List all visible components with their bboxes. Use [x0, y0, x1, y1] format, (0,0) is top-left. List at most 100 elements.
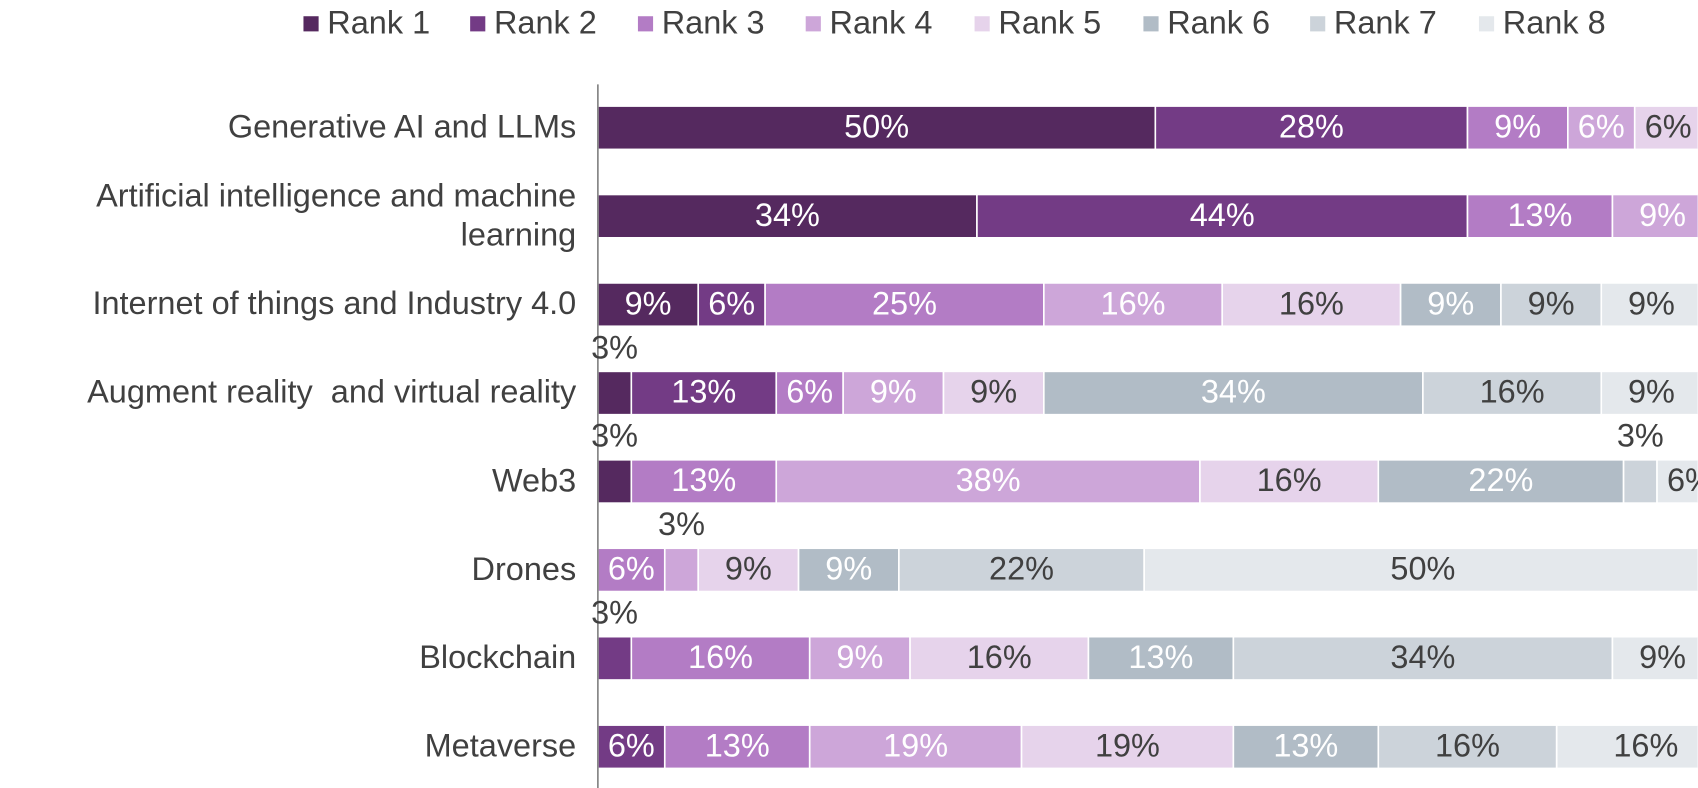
value-label: 3% — [658, 506, 705, 542]
bar-segment — [1600, 370, 1698, 416]
bar-segment — [597, 193, 978, 239]
category-label: Internet of things and Industry 4.0 — [92, 286, 577, 322]
value-label: 9% — [836, 639, 883, 675]
legend-label: Rank 2 — [494, 4, 597, 40]
bar-segment — [630, 458, 778, 504]
bar-segment — [1143, 547, 1698, 593]
value-label: 50% — [1390, 551, 1455, 587]
category-label: Blockchain — [419, 639, 577, 676]
value-label: 9% — [1528, 285, 1575, 321]
category-label-box: Artificial intelligence and machine lear… — [96, 178, 577, 253]
bar-segment — [663, 724, 811, 770]
legend-label: Rank 1 — [327, 4, 430, 40]
value-label: 28% — [1279, 108, 1344, 144]
bar-segment — [1622, 458, 1658, 504]
value-label: 6% — [1578, 108, 1625, 144]
value-label: 34% — [755, 197, 820, 233]
value-label: 19% — [883, 727, 948, 763]
value-label: 50% — [844, 108, 909, 144]
bar-segment — [597, 458, 633, 504]
bar-segment — [1633, 105, 1698, 151]
bar-segment — [1377, 458, 1625, 504]
value-label: 34% — [1201, 374, 1266, 410]
bar-segment — [898, 547, 1145, 593]
value-label: 6% — [608, 551, 655, 587]
bar-segment — [597, 724, 666, 770]
bar-segment — [1043, 282, 1224, 328]
value-label: 13% — [1507, 197, 1572, 233]
bar-segment — [808, 724, 1023, 770]
category-label: Web3 — [491, 463, 577, 499]
bar-segment — [976, 193, 1469, 239]
value-label: 9% — [1628, 285, 1675, 321]
bar-segment — [1232, 635, 1614, 681]
bar-segment — [1500, 282, 1603, 328]
bar-segment — [1567, 105, 1636, 151]
legend-label: Rank 4 — [830, 4, 933, 40]
value-label: 6% — [786, 374, 833, 410]
legend-swatch — [1478, 16, 1495, 32]
value-label: 9% — [1494, 108, 1541, 144]
value-label: 13% — [1273, 727, 1338, 763]
value-label: 44% — [1190, 197, 1255, 233]
bar-segment — [1422, 370, 1603, 416]
value-label: 3% — [591, 595, 638, 631]
legend-label: Rank 7 — [1334, 4, 1437, 40]
value-label: 6% — [608, 727, 655, 763]
value-label: 9% — [1427, 285, 1474, 321]
category-label-box: Augment reality and virtual reality — [87, 375, 576, 411]
category-label-box: Metaverse — [425, 728, 577, 764]
bar-segment — [1611, 193, 1698, 239]
bar-segment — [597, 370, 633, 416]
legend-label: Rank 8 — [1503, 4, 1606, 40]
value-label: 9% — [625, 285, 672, 321]
legend-swatch — [1143, 16, 1159, 32]
value-label: 16% — [1435, 727, 1500, 763]
value-label: 6% — [1667, 462, 1698, 498]
bar-segment — [842, 370, 945, 416]
bar-segment — [1087, 635, 1235, 681]
bar-segment — [1199, 458, 1380, 504]
value-label: 22% — [1468, 462, 1533, 498]
value-label: 13% — [671, 462, 736, 498]
value-label: 16% — [1613, 727, 1678, 763]
category-label: Artificial intelligence and machine lear… — [96, 178, 577, 253]
bar-segment — [697, 282, 766, 328]
category-label: Generative AI and LLMs — [227, 109, 577, 146]
bar-segment — [630, 635, 811, 681]
bar-segment — [909, 635, 1090, 681]
value-label: 19% — [1095, 727, 1160, 763]
value-label: 9% — [725, 551, 772, 587]
category-label-box: Blockchain — [419, 639, 577, 676]
bar-segment — [1611, 635, 1698, 681]
legend-label: Rank 5 — [998, 4, 1101, 40]
legend-swatch — [470, 16, 486, 32]
value-label: 9% — [1628, 374, 1675, 410]
bar-segment — [1377, 724, 1558, 770]
value-label: 16% — [1257, 462, 1322, 498]
value-label: 9% — [1639, 639, 1686, 675]
plot-area — [597, 105, 1698, 770]
value-label: 13% — [671, 374, 736, 410]
value-label: 16% — [1480, 374, 1545, 410]
legend-swatch — [805, 16, 821, 32]
value-label: 16% — [1279, 285, 1344, 321]
value-label: 9% — [825, 551, 872, 587]
value-label: 3% — [591, 329, 638, 365]
legend-swatch — [1310, 16, 1326, 32]
legend-swatch — [303, 16, 319, 32]
value-label: 16% — [1101, 285, 1166, 321]
category-label-box: Generative AI and LLMs — [227, 109, 577, 146]
bar-segment — [1466, 105, 1569, 151]
value-label: 3% — [591, 418, 638, 454]
legend-swatch — [974, 16, 990, 32]
value-label: 13% — [705, 727, 770, 763]
legend-label: Rank 3 — [662, 4, 765, 40]
bar-segment — [1466, 193, 1614, 239]
value-label: 16% — [967, 639, 1032, 675]
bar-segment — [775, 458, 1201, 504]
value-label: 9% — [970, 374, 1017, 410]
bar-segment — [1555, 724, 1698, 770]
value-label: 3% — [1617, 418, 1664, 454]
